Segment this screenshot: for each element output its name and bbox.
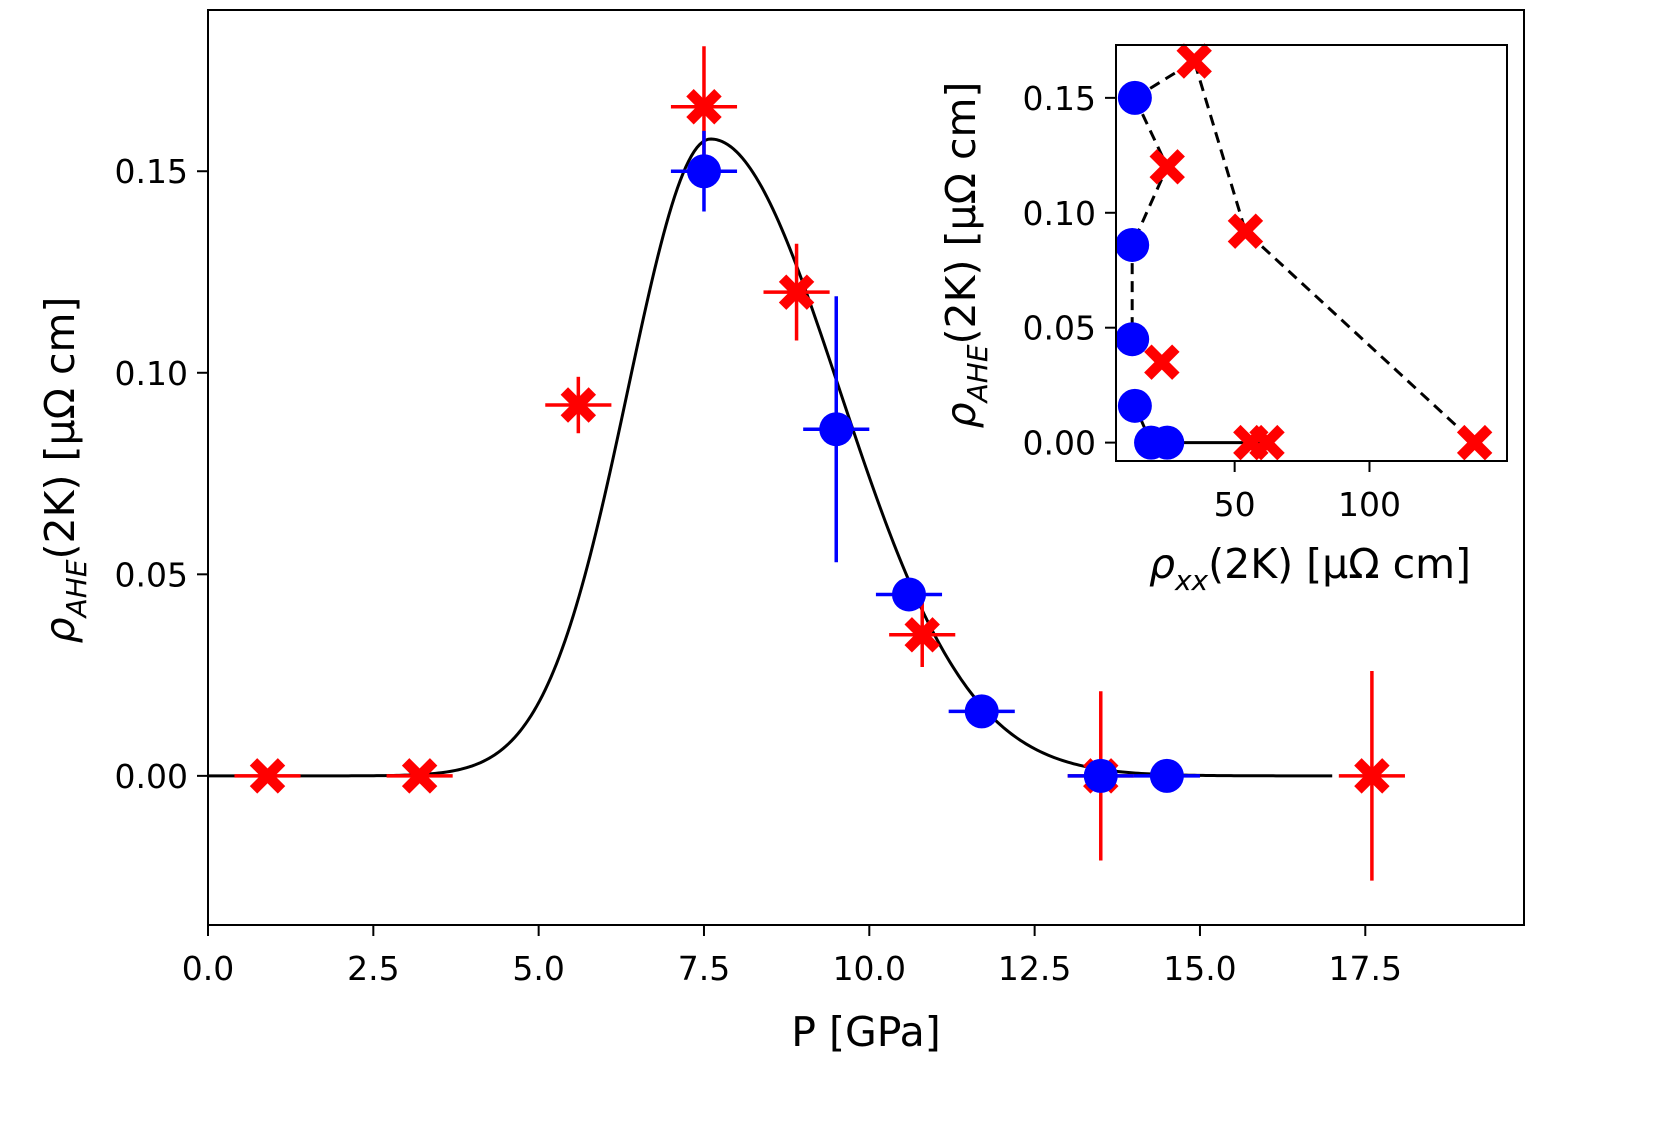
blue-circles-point	[670, 130, 738, 212]
red-crosses-point	[234, 758, 301, 794]
main-plot: 0.0 2.5 5.0 7.5 10.0 12.5 15.0 17.5 0.00 0.05 0.10…	[36, 9, 1525, 1056]
inset-dashed-line-2	[1130, 97, 1169, 340]
cross-marker	[1354, 758, 1390, 794]
inset-x-axis-label-rest: (2K) [μΩ cm]	[1208, 540, 1471, 588]
inset-y-axis-label-rest: (2K) [μΩ cm]	[937, 82, 985, 345]
inset-cross-marker	[1227, 213, 1264, 249]
y-tick-label: 0.10	[115, 354, 188, 393]
red-crosses-point	[1338, 671, 1405, 881]
red-crosses-point	[670, 46, 738, 168]
inset-y-axis-label-subscript: AHE	[961, 344, 994, 404]
inset-plot-background	[1116, 45, 1507, 461]
inset-cross-marker-stroke-b	[1227, 213, 1264, 249]
inset-cross-marker-stroke-b	[1144, 344, 1180, 380]
inset-plot-frame	[1115, 44, 1508, 462]
inset-x-tick-label: 50	[1214, 485, 1256, 524]
inset-y-tick-label: 0.00	[1023, 424, 1096, 463]
x-tick-label: 2.5	[347, 949, 399, 988]
main-axis-ticks: 0.0 2.5 5.0 7.5 10.0 12.5 15.0 17.5 0.00 0.05 0.10…	[115, 152, 1403, 988]
circle-marker	[819, 412, 854, 447]
circle-marker	[964, 694, 999, 729]
inset-x-axis-label-symbol: ρ	[1149, 540, 1175, 588]
x-axis-label: P [GPa]	[791, 1008, 941, 1056]
inset-circle-marker	[1150, 425, 1185, 460]
inset-cross-marker-stroke-b	[1149, 149, 1185, 185]
y-axis-label: ρAHE(2K) [μΩ cm]	[36, 297, 93, 644]
y-axis-label-subscript: AHE	[60, 559, 93, 619]
red-crosses-point	[763, 243, 830, 341]
inset-cross-marker	[1456, 424, 1493, 461]
cross-marker-stroke-b	[560, 387, 597, 423]
cross-marker-stroke-b	[401, 758, 438, 794]
inset-dashed-line	[1134, 58, 1476, 444]
cross-marker-stroke-b	[1354, 758, 1390, 794]
circle-marker	[1083, 758, 1118, 793]
inset-x-axis-label-subscript: xx	[1174, 564, 1209, 597]
main-data-layer	[234, 46, 1405, 881]
inset-cross-marker-stroke-b	[1176, 43, 1212, 79]
cross-marker	[560, 387, 597, 423]
svg-text:ρAHE(2K) [μΩ cm]: ρAHE(2K) [μΩ cm]	[937, 82, 994, 429]
inset-cross-marker	[1144, 344, 1180, 380]
svg-text:ρAHE(2K) [μΩ cm]: ρAHE(2K) [μΩ cm]	[36, 297, 93, 644]
inset-circle-marker	[1115, 227, 1150, 262]
inset-y-axis-label: ρAHE(2K) [μΩ cm]	[937, 82, 994, 429]
inset-cross-marker	[1249, 424, 1285, 461]
inset-cross-marker	[1176, 43, 1212, 79]
x-tick-label: 15.0	[1163, 949, 1236, 988]
blue-circles-point	[875, 577, 943, 612]
circle-marker	[1149, 758, 1184, 793]
y-axis-label-symbol: ρ	[36, 617, 84, 643]
red-crosses-point	[386, 758, 453, 794]
blue-circles-point	[803, 296, 870, 563]
x-tick-label: 12.5	[998, 949, 1071, 988]
y-axis-label-rest: (2K) [μΩ cm]	[36, 297, 84, 560]
inset-cross-marker-stroke-b	[1456, 424, 1493, 461]
inset-y-tick-label: 0.05	[1023, 309, 1096, 348]
inset-y-tick-label: 0.10	[1023, 194, 1096, 233]
inset-y-tick-label: 0.15	[1023, 79, 1096, 118]
cross-marker-stroke-b	[249, 758, 286, 794]
inset-cross-marker	[1149, 149, 1185, 185]
red-crosses-point	[889, 602, 956, 668]
inset-x-axis-label: ρxx(2K) [μΩ cm]	[1149, 540, 1471, 597]
inset-data-layer	[1115, 43, 1493, 461]
x-tick-label: 10.0	[833, 949, 906, 988]
inset-y-axis-label-symbol: ρ	[937, 402, 985, 428]
inset-circle-marker	[1117, 388, 1152, 423]
x-tick-label: 17.5	[1329, 949, 1402, 988]
cross-marker	[249, 758, 286, 794]
x-tick-label: 0.0	[182, 949, 234, 988]
cross-marker-stroke-b	[686, 89, 722, 125]
blue-circles-point	[948, 694, 1015, 729]
inset-cross-marker-stroke-b	[1249, 424, 1285, 461]
y-tick-label: 0.05	[115, 555, 188, 594]
circle-marker	[686, 154, 721, 189]
red-crosses-point	[545, 376, 612, 434]
circle-marker	[891, 577, 926, 612]
inset-x-tick-label: 100	[1338, 485, 1401, 524]
cross-marker-stroke-b	[778, 274, 815, 310]
y-tick-label: 0.15	[115, 152, 188, 191]
cross-marker	[401, 758, 438, 794]
x-tick-label: 5.0	[512, 949, 564, 988]
inset-circle-marker	[1115, 322, 1150, 357]
blue-circles-point	[1067, 758, 1134, 793]
inset-circle-marker	[1117, 80, 1152, 115]
main-plot-frame	[207, 9, 1525, 926]
cross-marker	[686, 89, 722, 125]
cross-marker	[778, 274, 815, 310]
x-tick-label: 7.5	[678, 949, 730, 988]
inset-axis-ticks: 50 100 0.00 0.05 0.10 0.15	[1023, 79, 1401, 524]
y-tick-label: 0.00	[115, 757, 188, 796]
blue-circles-point	[1133, 758, 1200, 793]
cross-marker	[904, 617, 940, 653]
cross-marker-stroke-b	[904, 617, 940, 653]
